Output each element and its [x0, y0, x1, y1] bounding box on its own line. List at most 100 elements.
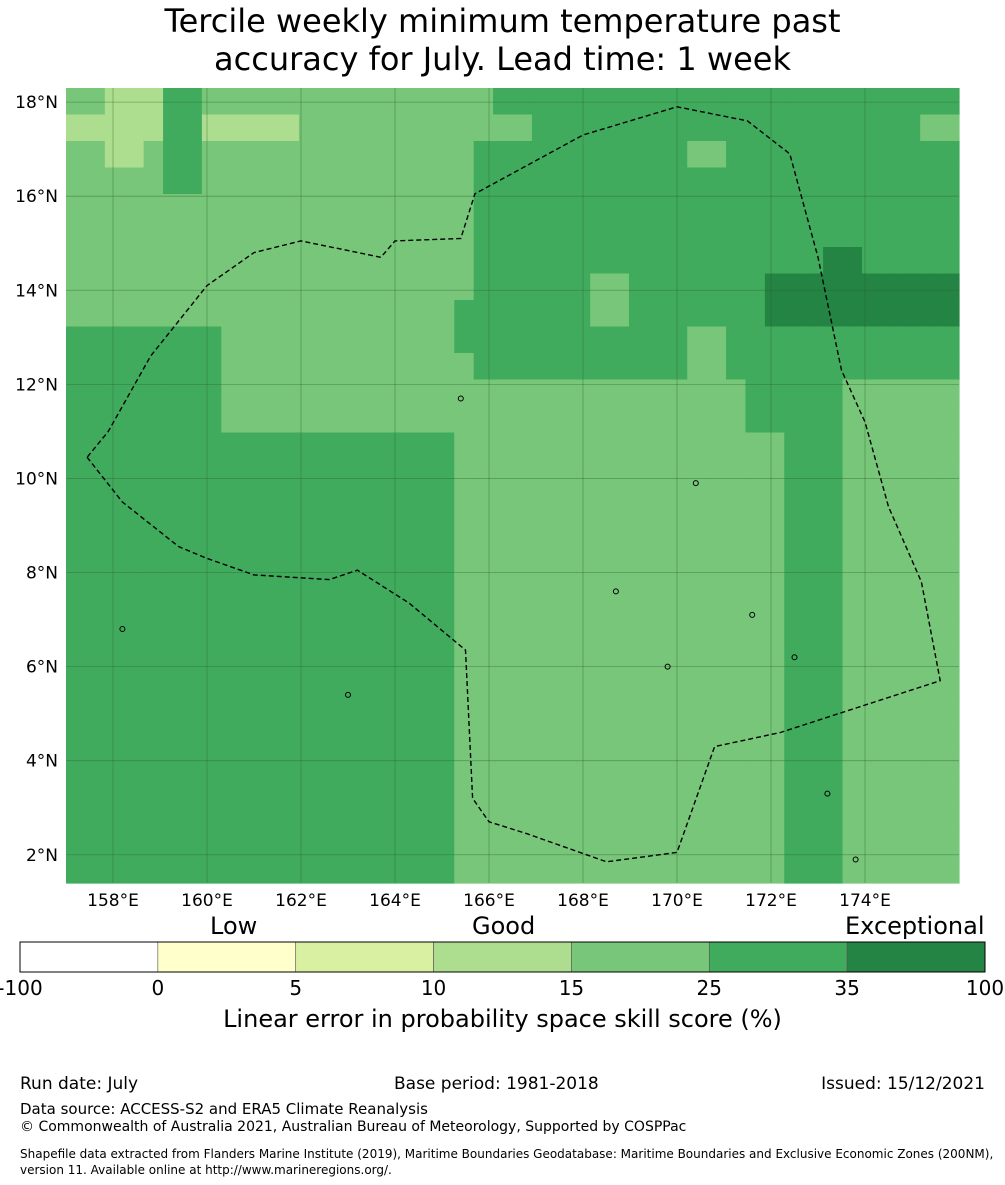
grid-cell: [163, 459, 184, 487]
grid-cell: [454, 353, 475, 381]
grid-cell: [454, 777, 475, 805]
grid-cell: [609, 485, 630, 513]
grid-cell: [551, 88, 572, 116]
grid-cell: [337, 485, 358, 513]
grid-cell: [667, 300, 688, 328]
grid-cell: [726, 247, 747, 275]
grid-cell: [803, 88, 824, 116]
grid-cell: [939, 591, 960, 619]
grid-cell: [512, 777, 533, 805]
grid-cell: [881, 777, 902, 805]
grid-cell: [143, 724, 164, 752]
grid-cell: [298, 803, 319, 831]
grid-cell: [512, 379, 533, 407]
grid-cell: [493, 273, 514, 301]
grid-cell: [628, 220, 649, 248]
grid-cell: [357, 114, 378, 142]
grid-cell: [939, 830, 960, 858]
grid-cell: [454, 220, 475, 248]
grid-cell: [784, 326, 805, 354]
grid-cell: [434, 485, 455, 513]
grid-cell: [493, 353, 514, 381]
grid-cell: [920, 538, 941, 566]
grid-cell: [298, 697, 319, 725]
grid-cell: [861, 777, 882, 805]
grid-cell: [628, 353, 649, 381]
grid-cell: [512, 830, 533, 858]
grid-cell: [687, 830, 708, 858]
grid-cell: [260, 379, 281, 407]
grid-cell: [376, 167, 397, 195]
grid-cell: [473, 379, 494, 407]
grid-cell: [570, 379, 591, 407]
grid-cell: [939, 803, 960, 831]
grid-cell: [920, 353, 941, 381]
grid-cell: [434, 750, 455, 778]
grid-cell: [318, 353, 339, 381]
grid-cell: [415, 220, 436, 248]
grid-cell: [434, 273, 455, 301]
grid-cell: [764, 273, 785, 301]
grid-cell: [260, 591, 281, 619]
grid-cell: [260, 644, 281, 672]
grid-cell: [764, 88, 785, 116]
grid-cell: [434, 379, 455, 407]
latitude-label: 14°N: [15, 281, 58, 301]
grid-cell: [182, 618, 203, 646]
grid-cell: [201, 432, 222, 460]
grid-cell: [764, 750, 785, 778]
grid-cell: [551, 671, 572, 699]
grid-cell: [493, 300, 514, 328]
island-icon: [345, 691, 351, 698]
grid-cell: [473, 167, 494, 195]
grid-cell: [512, 432, 533, 460]
grid-cell: [784, 565, 805, 593]
grid-cell: [803, 459, 824, 487]
grid-cell: [124, 141, 145, 169]
grid-cell: [687, 644, 708, 672]
grid-cell: [861, 167, 882, 195]
grid-cell: [201, 485, 222, 513]
grid-cell: [66, 459, 87, 487]
grid-cell: [842, 830, 863, 858]
grid-cell: [803, 432, 824, 460]
grid-cell: [764, 432, 785, 460]
grid-cell: [667, 247, 688, 275]
grid-cell: [512, 167, 533, 195]
grid-cell: [415, 194, 436, 222]
grid-cell: [124, 88, 145, 116]
grid-cell: [842, 353, 863, 381]
grid-cell: [85, 591, 106, 619]
grid-cell: [221, 644, 242, 672]
grid-cell: [318, 777, 339, 805]
grid-cell: [260, 750, 281, 778]
grid-cell: [784, 353, 805, 381]
grid-cell: [784, 512, 805, 540]
grid-cell: [745, 326, 766, 354]
grid-cell: [531, 194, 552, 222]
grid-cell: [473, 88, 494, 116]
grid-cell: [764, 406, 785, 434]
grid-cell: [182, 591, 203, 619]
grid-cell: [201, 141, 222, 169]
grid-cell: [570, 512, 591, 540]
grid-cell: [570, 485, 591, 513]
grid-cell: [415, 485, 436, 513]
grid-cell: [201, 247, 222, 275]
grid-cell: [823, 247, 844, 275]
grid-cell: [667, 326, 688, 354]
grid-cell: [861, 724, 882, 752]
grid-cell: [570, 671, 591, 699]
grid-cell: [745, 565, 766, 593]
grid-cell: [590, 459, 611, 487]
grid-cell: [551, 114, 572, 142]
grid-cell: [648, 591, 669, 619]
grid-cell: [318, 697, 339, 725]
grid-cell: [861, 326, 882, 354]
grid-cell: [531, 326, 552, 354]
grid-cell: [104, 750, 125, 778]
grid-cell: [493, 432, 514, 460]
grid-cell: [823, 538, 844, 566]
grid-cell: [104, 803, 125, 831]
grid-cell: [66, 618, 87, 646]
